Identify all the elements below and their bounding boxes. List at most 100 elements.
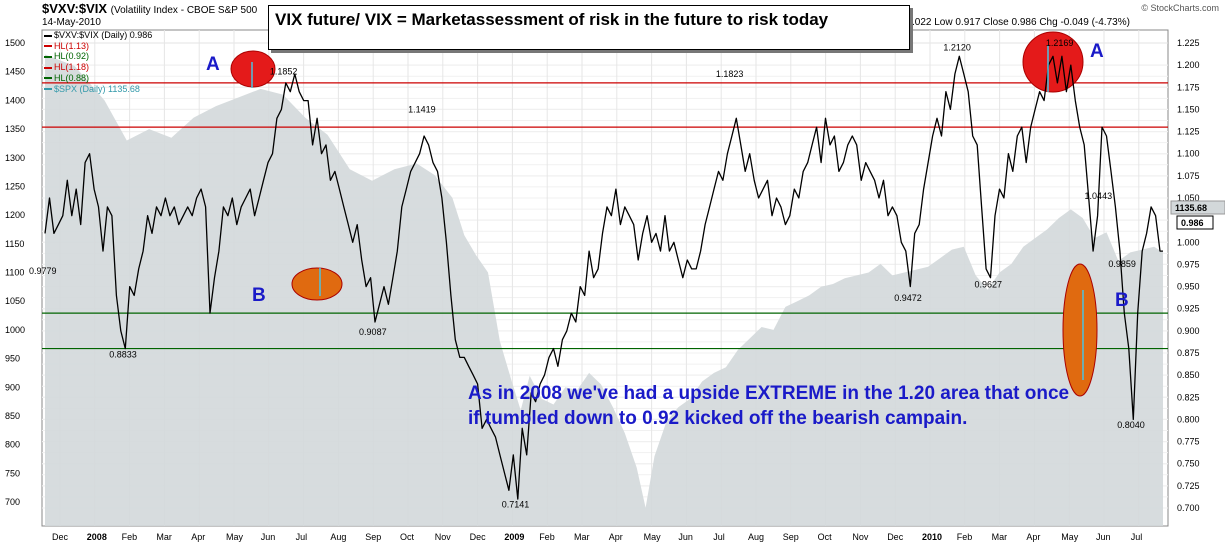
x-tick-5: May	[226, 532, 244, 542]
x-tick-8: Aug	[330, 532, 346, 542]
x-tick-2: Feb	[122, 532, 138, 542]
ratio-last-box	[1176, 215, 1214, 230]
data-label-1: 0.8833	[109, 350, 137, 360]
right-tick-14: 0.875	[1177, 348, 1200, 358]
data-label-6: 1.1823	[716, 69, 744, 79]
circle-extreme-2010	[1022, 31, 1084, 93]
x-tick-7: Jul	[296, 532, 308, 542]
x-tick-15: Mar	[574, 532, 590, 542]
right-tick-20: 0.725	[1177, 481, 1200, 491]
left-tick-11: 950	[5, 354, 20, 364]
right-tick-16: 0.825	[1177, 392, 1200, 402]
legend-swatch	[44, 34, 52, 37]
legend-label: $SPX (Daily) 1135.68	[54, 83, 140, 94]
data-label-4: 1.1419	[408, 105, 436, 115]
data-label-9: 0.9627	[975, 279, 1003, 289]
right-tick-4: 1.125	[1177, 127, 1200, 137]
legend-entry: HL(0.92)	[44, 51, 152, 62]
right-tick-3: 1.150	[1177, 104, 1200, 114]
x-tick-9: Sep	[365, 532, 381, 542]
legend-swatch	[44, 45, 52, 48]
x-tick-27: Mar	[992, 532, 1008, 542]
spx-area-series	[45, 54, 1163, 526]
left-tick-2: 1400	[5, 95, 25, 105]
right-tick-15: 0.850	[1177, 370, 1200, 380]
legend-entry: $VXV:$VIX (Daily) 0.986	[44, 30, 152, 41]
left-tick-3: 1350	[5, 124, 25, 134]
x-tick-4: Apr	[191, 532, 205, 542]
left-tick-13: 850	[5, 411, 20, 421]
data-label-11: 1.0443	[1085, 191, 1113, 201]
left-tick-1: 1450	[5, 67, 25, 77]
annotation-label-a-2: A	[1090, 41, 1104, 62]
legend-entry: HL(0.88)	[44, 73, 152, 84]
x-tick-29: May	[1061, 532, 1079, 542]
x-tick-24: Dec	[887, 532, 904, 542]
right-tick-19: 0.750	[1177, 459, 1200, 469]
annotation-label-b-1: B	[252, 285, 266, 306]
left-tick-5: 1250	[5, 181, 25, 191]
x-tick-12: Dec	[470, 532, 487, 542]
right-tick-18: 0.775	[1177, 437, 1200, 447]
left-tick-7: 1150	[5, 239, 24, 249]
left-tick-9: 1050	[5, 296, 25, 306]
x-tick-17: May	[644, 532, 662, 542]
right-tick-1: 1.200	[1177, 60, 1200, 70]
legend-entry: HL(1.13)	[44, 41, 152, 52]
legend-label: HL(1.18)	[54, 62, 90, 73]
right-tick-6: 1.075	[1177, 171, 1200, 181]
x-tick-23: Nov	[852, 532, 869, 542]
ratio-last-value: 0.986	[1181, 218, 1204, 228]
annotation-note: As in 2008 we've had a upside EXTREME in…	[468, 383, 1070, 429]
chart-quote: .022 Low 0.917 Close 0.986 Chg -0.049 (-…	[912, 17, 1130, 28]
spx-last-value: 1135.68	[1175, 203, 1207, 213]
circle-extreme-2008	[230, 50, 276, 88]
spx-last-box	[1170, 200, 1225, 215]
x-tick-31: Jul	[1131, 532, 1143, 542]
chart-date: 14-May-2010	[42, 17, 101, 28]
data-label-10: 1.2169	[1046, 38, 1074, 48]
x-tick-11: Nov	[435, 532, 452, 542]
right-tick-0: 1.225	[1177, 38, 1200, 48]
x-tick-28: Apr	[1026, 532, 1040, 542]
legend-label: HL(0.88)	[54, 72, 90, 83]
right-tick-12: 0.925	[1177, 304, 1200, 314]
right-tick-21: 0.700	[1177, 503, 1200, 513]
data-label-8: 1.2120	[943, 43, 971, 53]
legend: $VXV:$VIX (Daily) 0.986 HL(1.13) HL(0.92) H…	[44, 30, 152, 94]
x-tick-6: Jun	[261, 532, 276, 542]
legend-swatch	[44, 88, 52, 91]
legend-swatch	[44, 66, 52, 69]
ratio-line-series	[44, 55, 1163, 500]
data-label-0: 0.9779	[29, 266, 57, 276]
right-tick-9: 1.000	[1177, 237, 1200, 247]
right-tick-7: 1.050	[1177, 193, 1200, 203]
annotation-label-a-1: A	[206, 54, 220, 75]
x-tick-3: Mar	[156, 532, 172, 542]
x-tick-26: Feb	[957, 532, 973, 542]
annotation-label-b-2: B	[1115, 290, 1129, 311]
legend-label: $VXV:$VIX (Daily) 0.986	[54, 30, 153, 40]
right-tick-2: 1.175	[1177, 82, 1200, 92]
data-label-12: 0.9859	[1108, 259, 1136, 269]
x-tick-13: 2009	[504, 532, 524, 542]
legend-entry: HL(1.18)	[44, 62, 152, 73]
data-label-7: 0.9472	[894, 293, 922, 303]
ellipse-low-2008	[291, 267, 343, 301]
left-tick-15: 750	[5, 468, 20, 478]
x-tick-25: 2010	[922, 532, 942, 542]
right-tick-10: 0.975	[1177, 259, 1200, 269]
legend-label: HL(0.92)	[54, 51, 90, 62]
x-tick-22: Oct	[818, 532, 833, 542]
x-tick-0: Dec	[52, 532, 69, 542]
brand-watermark: © StockCharts.com	[1141, 3, 1219, 13]
legend-entry: $SPX (Daily) 1135.68	[44, 84, 152, 95]
left-tick-12: 900	[5, 382, 20, 392]
right-tick-17: 0.800	[1177, 414, 1200, 424]
x-tick-14: Feb	[539, 532, 555, 542]
x-tick-10: Oct	[400, 532, 415, 542]
ellipse-low-2010	[1062, 263, 1098, 397]
annotation-title-box: VIX future/ VIX = Marketassessment of ri…	[268, 5, 910, 50]
